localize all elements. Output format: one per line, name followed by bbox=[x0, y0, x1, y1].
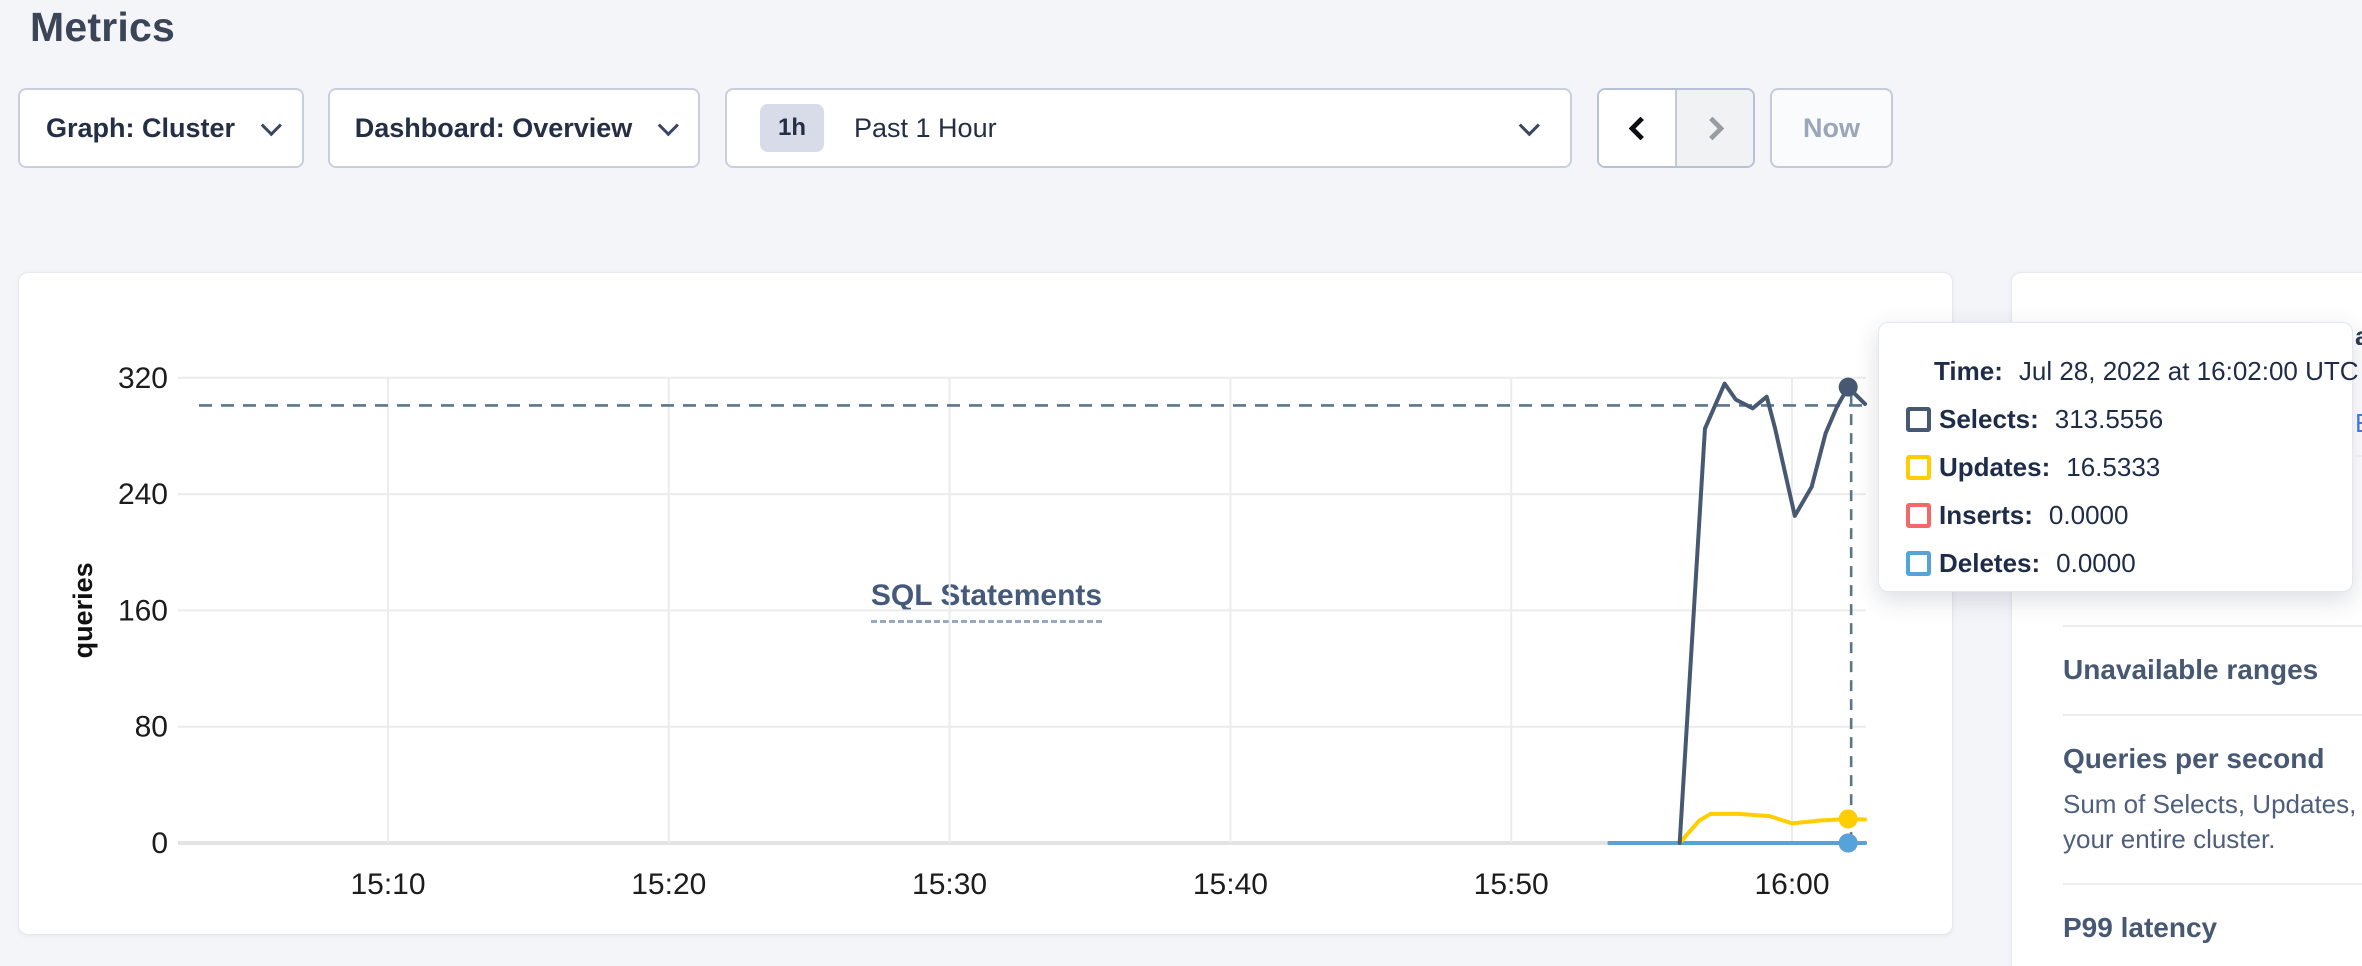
time-range-badge: 1h bbox=[760, 104, 825, 152]
previous-window-button[interactable] bbox=[1599, 90, 1677, 166]
series-swatch-icon bbox=[1906, 454, 1931, 480]
tooltip-series-label: Inserts: bbox=[1939, 499, 2033, 530]
glossary-term: P99 latency bbox=[2063, 912, 2218, 943]
next-window-button[interactable] bbox=[1677, 90, 1753, 166]
series-swatch-icon bbox=[1906, 406, 1931, 432]
glossary-definition: Sum of Selects, Updates, Inseryour entir… bbox=[2063, 789, 2362, 854]
tooltip-time-label: Time: bbox=[1934, 355, 2003, 386]
chevron-left-icon bbox=[1627, 115, 1653, 141]
dashboard-label: Dashboard: Overview bbox=[354, 112, 633, 143]
graph-scope-label: Graph: Cluster bbox=[45, 112, 236, 143]
tooltip-series-row: Inserts: 0.0000 bbox=[1879, 491, 2352, 539]
tooltip-series-value: 16.5333 bbox=[2066, 451, 2161, 482]
glossary-term: Queries per second bbox=[2063, 743, 2325, 774]
tooltip-time-value: Jul 28, 2022 at 16:02:00 UTC bbox=[2018, 355, 2359, 386]
clipped-sidebar-divider-fragment bbox=[2355, 455, 2362, 457]
tooltip-series-value: 0.0000 bbox=[2048, 499, 2129, 530]
glossary-term: Unavailable ranges bbox=[2063, 654, 2319, 685]
chart-hover-tooltip: Time: Jul 28, 2022 at 16:02:00 UTC Selec… bbox=[1878, 322, 2359, 592]
tooltip-time-row: Time: Jul 28, 2022 at 16:02:00 UTC bbox=[1879, 347, 2359, 395]
time-window-pager bbox=[1597, 88, 1755, 168]
graph-scope-dropdown[interactable]: Graph: Cluster bbox=[18, 88, 304, 168]
clipped-sidebar-heading-fragment: a bbox=[2355, 321, 2362, 345]
sidebar-divider bbox=[2063, 883, 2362, 885]
chevron-right-icon bbox=[1699, 115, 1725, 141]
series-swatch-icon bbox=[1906, 550, 1931, 576]
tooltip-series-label: Updates: bbox=[1939, 451, 2051, 482]
time-range-label: Past 1 Hour bbox=[854, 112, 997, 143]
now-button[interactable]: Now bbox=[1770, 88, 1893, 168]
tooltip-series-row: Deletes: 0.0000 bbox=[1879, 539, 2352, 587]
chevron-down-icon bbox=[260, 114, 282, 136]
clipped-sidebar-link-fragment: E bbox=[2355, 408, 2362, 434]
tooltip-series-label: Selects: bbox=[1939, 403, 2039, 434]
now-button-label: Now bbox=[1803, 112, 1860, 143]
sql-statements-chart-card[interactable]: SQL Statements bbox=[18, 272, 1953, 935]
chevron-down-icon bbox=[658, 114, 680, 136]
chevron-down-icon bbox=[1518, 114, 1540, 136]
sidebar-divider bbox=[2063, 625, 2362, 627]
tooltip-series-row: Selects: 313.5556 bbox=[1879, 395, 2352, 443]
tooltip-series-value: 313.5556 bbox=[2054, 403, 2164, 434]
tooltip-series-row: Updates: 16.5333 bbox=[1879, 443, 2352, 491]
time-range-dropdown[interactable]: 1h Past 1 Hour bbox=[725, 88, 1572, 168]
tooltip-series-value: 0.0000 bbox=[2056, 547, 2136, 578]
sidebar-divider bbox=[2063, 714, 2362, 716]
glossary-list: Unavailable ranges Queries per second Sum … bbox=[2012, 273, 2362, 945]
page-title: Metrics bbox=[30, 4, 175, 50]
dashboard-dropdown[interactable]: Dashboard: Overview bbox=[328, 88, 700, 168]
series-swatch-icon bbox=[1906, 502, 1931, 528]
tooltip-series-label: Deletes: bbox=[1939, 547, 2041, 578]
chart-title[interactable]: SQL Statements bbox=[870, 579, 1103, 623]
